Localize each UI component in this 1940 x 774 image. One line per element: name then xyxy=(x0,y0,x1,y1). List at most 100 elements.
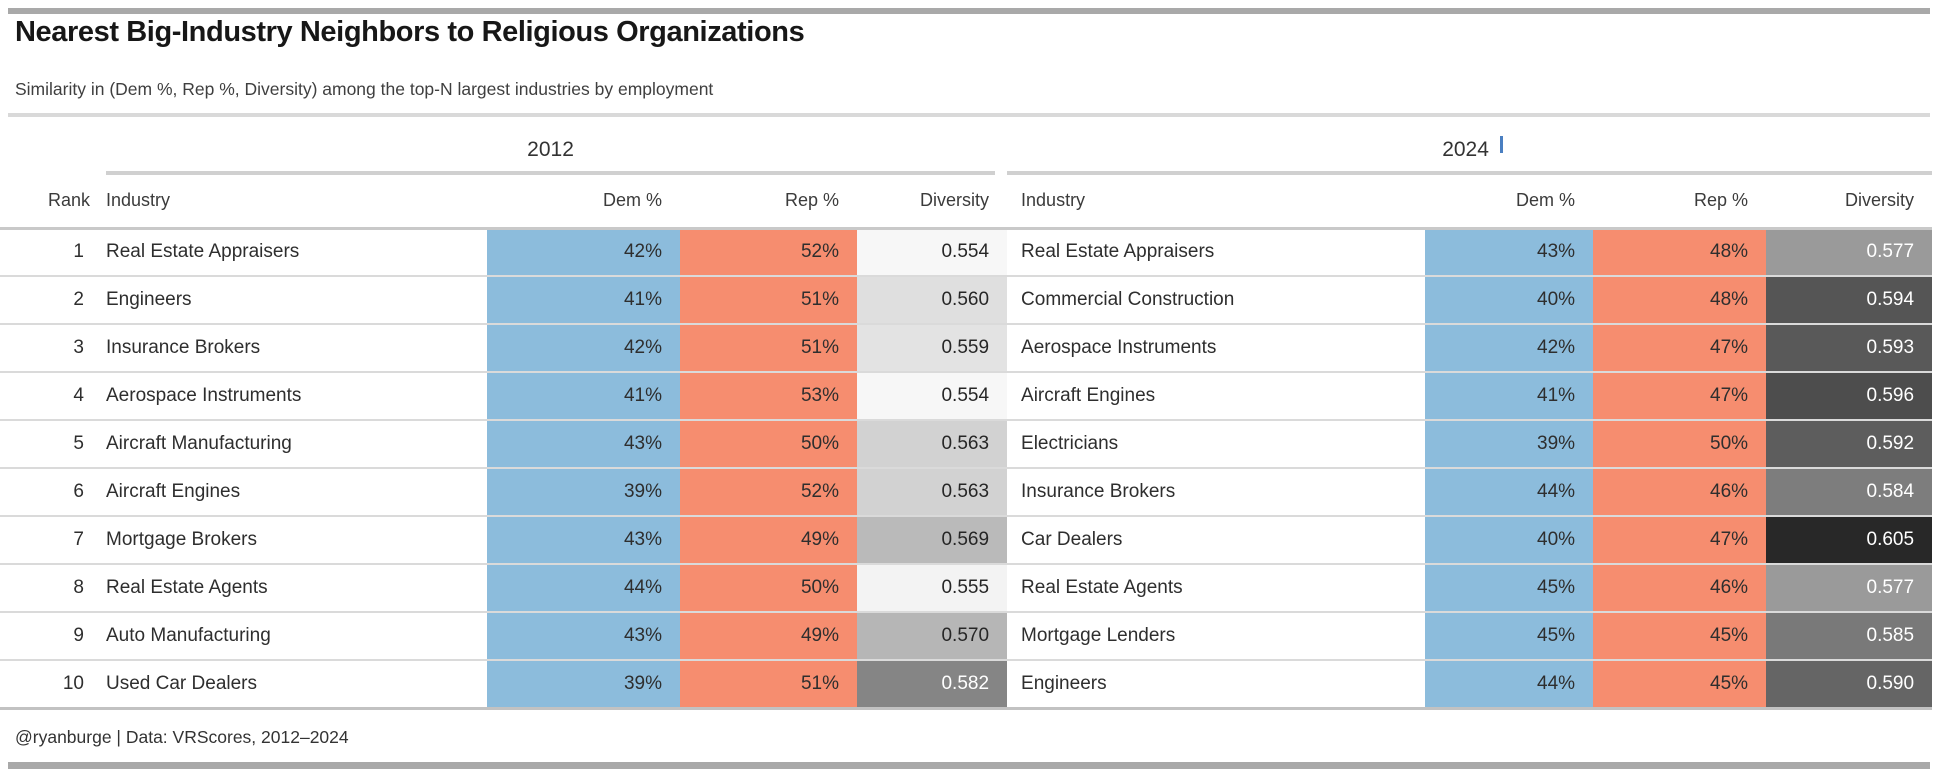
rep-cell-2012: 50% xyxy=(680,420,857,469)
dem-cell-2012: 39% xyxy=(487,660,680,710)
table-row: 9 Auto Manufacturing 43% 49% 0.570 Mortg… xyxy=(0,612,1933,661)
dem-cell-2012: 43% xyxy=(487,612,680,661)
year-label-2024: 2024 xyxy=(1442,138,1489,161)
diversity-cell-2012: 0.569 xyxy=(857,516,1008,565)
year-header-2024: 2024 xyxy=(1007,117,1933,175)
col-header-rep-2012: Rep % xyxy=(680,175,857,230)
table-row: 8 Real Estate Agents 44% 50% 0.555 Real … xyxy=(0,564,1933,613)
table-body: 1 Real Estate Appraisers 42% 52% 0.554 R… xyxy=(0,228,1933,710)
diversity-cell-2024: 0.585 xyxy=(1766,612,1933,661)
bottom-border-bar xyxy=(8,762,1930,769)
industry-cell-2024: Insurance Brokers xyxy=(1007,468,1426,517)
col-header-industry-2012: Industry xyxy=(92,175,487,230)
industry-cell-2012: Mortgage Brokers xyxy=(92,516,487,565)
diversity-cell-2024: 0.584 xyxy=(1766,468,1933,517)
rep-cell-2024: 47% xyxy=(1593,372,1767,421)
rep-cell-2024: 48% xyxy=(1593,276,1767,325)
similarity-table: 2012 2024 Rank Industry Dem % Rep % Dive… xyxy=(0,117,1933,710)
year-header-2012: 2012 xyxy=(92,117,1007,175)
year-underline-2012: 2012 xyxy=(106,138,996,175)
dem-cell-2012: 41% xyxy=(487,372,680,421)
dem-cell-2024: 40% xyxy=(1425,516,1594,565)
credit-line: @ryanburge | Data: VRScores, 2012–2024 xyxy=(15,727,349,747)
industry-cell-2024: Car Dealers xyxy=(1007,516,1426,565)
stray-cursor-artifact xyxy=(1500,136,1503,153)
diversity-cell-2012: 0.559 xyxy=(857,324,1008,373)
diversity-cell-2012: 0.563 xyxy=(857,468,1008,517)
diversity-cell-2024: 0.596 xyxy=(1766,372,1933,421)
industry-cell-2012: Real Estate Appraisers xyxy=(92,228,487,277)
industry-cell-2012: Aerospace Instruments xyxy=(92,372,487,421)
dem-cell-2012: 41% xyxy=(487,276,680,325)
industry-cell-2012: Aircraft Engines xyxy=(92,468,487,517)
table-row: 1 Real Estate Appraisers 42% 52% 0.554 R… xyxy=(0,228,1933,277)
rep-cell-2012: 52% xyxy=(680,468,857,517)
col-header-rep-2024: Rep % xyxy=(1593,175,1767,230)
col-header-diversity-2012: Diversity xyxy=(857,175,1008,230)
column-header-row: Rank Industry Dem % Rep % Diversity Indu… xyxy=(0,175,1933,230)
rank-cell: 9 xyxy=(0,612,92,661)
industry-cell-2024: Real Estate Agents xyxy=(1007,564,1426,613)
page-subtitle: Similarity in (Dem %, Rep %, Diversity) … xyxy=(15,79,714,99)
rank-cell: 8 xyxy=(0,564,92,613)
diversity-cell-2024: 0.577 xyxy=(1766,564,1933,613)
rep-cell-2012: 52% xyxy=(680,228,857,277)
diversity-cell-2012: 0.554 xyxy=(857,228,1008,277)
rep-cell-2012: 51% xyxy=(680,660,857,710)
industry-cell-2024: Aircraft Engines xyxy=(1007,372,1426,421)
table-row: 3 Insurance Brokers 42% 51% 0.559 Aerosp… xyxy=(0,324,1933,373)
industry-cell-2012: Auto Manufacturing xyxy=(92,612,487,661)
subtitle-divider xyxy=(8,113,1930,117)
diversity-cell-2012: 0.563 xyxy=(857,420,1008,469)
industry-cell-2012: Engineers xyxy=(92,276,487,325)
table-row: 6 Aircraft Engines 39% 52% 0.563 Insuran… xyxy=(0,468,1933,517)
rank-cell: 5 xyxy=(0,420,92,469)
rep-cell-2024: 47% xyxy=(1593,516,1767,565)
dem-cell-2024: 45% xyxy=(1425,564,1594,613)
top-border-bar xyxy=(8,8,1930,14)
industry-cell-2024: Engineers xyxy=(1007,660,1426,710)
industry-cell-2024: Commercial Construction xyxy=(1007,276,1426,325)
industry-cell-2024: Electricians xyxy=(1007,420,1426,469)
col-header-industry-2024: Industry xyxy=(1007,175,1426,230)
col-header-dem-2012: Dem % xyxy=(487,175,680,230)
rank-cell: 4 xyxy=(0,372,92,421)
diversity-cell-2012: 0.560 xyxy=(857,276,1008,325)
rep-cell-2024: 48% xyxy=(1593,228,1767,277)
table-row: 2 Engineers 41% 51% 0.560 Commercial Con… xyxy=(0,276,1933,325)
year-spacer-cell xyxy=(0,117,92,175)
industry-cell-2012: Real Estate Agents xyxy=(92,564,487,613)
diversity-cell-2024: 0.592 xyxy=(1766,420,1933,469)
rep-cell-2012: 51% xyxy=(680,324,857,373)
rep-cell-2024: 46% xyxy=(1593,468,1767,517)
rank-cell: 10 xyxy=(0,660,92,710)
rank-cell: 2 xyxy=(0,276,92,325)
industry-cell-2024: Mortgage Lenders xyxy=(1007,612,1426,661)
dem-cell-2012: 39% xyxy=(487,468,680,517)
diversity-cell-2024: 0.577 xyxy=(1766,228,1933,277)
dem-cell-2024: 40% xyxy=(1425,276,1594,325)
dem-cell-2012: 43% xyxy=(487,516,680,565)
dem-cell-2024: 42% xyxy=(1425,324,1594,373)
dem-cell-2024: 45% xyxy=(1425,612,1594,661)
dem-cell-2012: 44% xyxy=(487,564,680,613)
rep-cell-2024: 47% xyxy=(1593,324,1767,373)
diversity-cell-2012: 0.554 xyxy=(857,372,1008,421)
diversity-cell-2024: 0.593 xyxy=(1766,324,1933,373)
dem-cell-2024: 44% xyxy=(1425,660,1594,710)
year-header-row: 2012 2024 xyxy=(0,117,1933,175)
diversity-cell-2024: 0.590 xyxy=(1766,660,1933,710)
rep-cell-2024: 45% xyxy=(1593,660,1767,710)
dem-cell-2024: 39% xyxy=(1425,420,1594,469)
rank-cell: 7 xyxy=(0,516,92,565)
dem-cell-2012: 43% xyxy=(487,420,680,469)
page-title: Nearest Big-Industry Neighbors to Religi… xyxy=(15,16,805,48)
table-row: 4 Aerospace Instruments 41% 53% 0.554 Ai… xyxy=(0,372,1933,421)
col-header-diversity-2024: Diversity xyxy=(1766,175,1933,230)
rep-cell-2012: 50% xyxy=(680,564,857,613)
rank-cell: 3 xyxy=(0,324,92,373)
dem-cell-2024: 41% xyxy=(1425,372,1594,421)
col-header-rank: Rank xyxy=(0,175,92,230)
industry-cell-2012: Insurance Brokers xyxy=(92,324,487,373)
